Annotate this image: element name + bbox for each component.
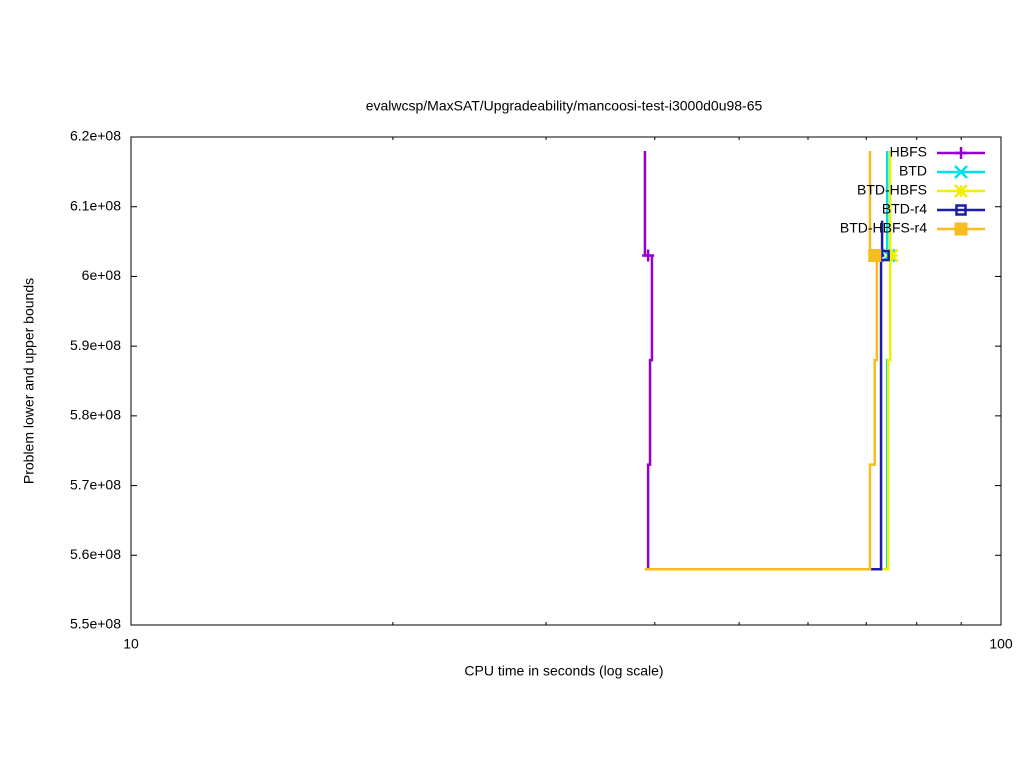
y-tick-label: 5.5e+08 <box>70 616 121 632</box>
legend-label: BTD <box>899 163 927 179</box>
lower-bound-line <box>644 255 879 571</box>
upper-bound-line <box>868 150 875 257</box>
chart-title: evalwcsp/MaxSAT/Upgradeability/mancoosi-… <box>366 98 763 114</box>
legend-label: BTD-HBFS-r4 <box>840 220 927 236</box>
legend-marker <box>954 184 968 198</box>
y-tick-label: 5.7e+08 <box>70 476 121 492</box>
y-tick-label: 6e+08 <box>82 267 122 283</box>
point-marker <box>642 249 655 262</box>
legend-marker <box>954 165 968 179</box>
legend-marker <box>954 222 968 236</box>
lower-bound-line <box>644 255 654 571</box>
legend-label: BTD-HBFS <box>857 182 927 198</box>
y-tick-label: 5.9e+08 <box>70 337 121 353</box>
x-tick-label: 100 <box>989 636 1013 652</box>
point-marker <box>868 249 882 263</box>
legend-marker <box>955 147 967 159</box>
upper-bound-line <box>643 150 649 257</box>
legend-label: BTD-r4 <box>882 201 927 217</box>
y-tick-label: 5.6e+08 <box>70 546 121 562</box>
x-axis-label: CPU time in seconds (log scale) <box>464 663 663 679</box>
point-marker <box>884 248 899 263</box>
lower-bound-line <box>644 254 885 571</box>
lower-bound-line <box>644 254 892 571</box>
y-axis-label: Problem lower and upper bounds <box>21 278 37 484</box>
legend-label: HBFS <box>890 144 927 160</box>
y-tick-label: 6.2e+08 <box>70 128 121 144</box>
upper-bound-line <box>880 220 885 257</box>
legend-marker <box>955 204 967 216</box>
y-tick-label: 5.8e+08 <box>70 407 121 423</box>
x-tick-label: 10 <box>123 636 139 652</box>
plot-frame <box>130 136 1002 626</box>
lower-bound-line <box>644 358 889 571</box>
y-tick-label: 6.1e+08 <box>70 197 121 213</box>
